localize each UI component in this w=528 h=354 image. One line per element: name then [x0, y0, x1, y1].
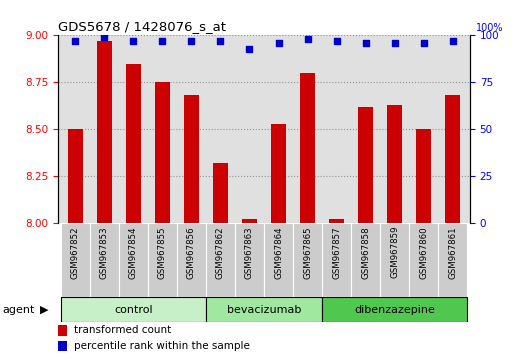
- Point: [246, 46, 254, 51]
- Bar: [90, 223, 119, 297]
- Bar: [206, 297, 322, 322]
- Bar: [177, 223, 206, 297]
- Point: [71, 38, 80, 44]
- Text: agent: agent: [3, 305, 35, 315]
- Text: 100%: 100%: [476, 23, 503, 33]
- Bar: [155, 82, 169, 354]
- Bar: [300, 73, 315, 354]
- Point: [100, 34, 109, 40]
- Bar: [293, 223, 322, 297]
- Bar: [213, 163, 228, 354]
- Text: bevacizumab: bevacizumab: [227, 305, 301, 315]
- Text: GSM967864: GSM967864: [274, 226, 283, 279]
- Text: GSM967863: GSM967863: [245, 226, 254, 279]
- Bar: [206, 223, 235, 297]
- Text: GSM967862: GSM967862: [216, 226, 225, 279]
- Bar: [416, 129, 431, 354]
- Bar: [58, 341, 67, 352]
- Bar: [438, 223, 467, 297]
- Bar: [322, 223, 351, 297]
- Bar: [329, 219, 344, 354]
- Text: GSM967858: GSM967858: [361, 226, 370, 279]
- Bar: [380, 223, 409, 297]
- Bar: [184, 96, 199, 354]
- Bar: [271, 124, 286, 354]
- Bar: [58, 325, 67, 336]
- Bar: [242, 219, 257, 354]
- Bar: [322, 297, 467, 322]
- Text: GSM967855: GSM967855: [158, 226, 167, 279]
- Text: GSM967861: GSM967861: [448, 226, 457, 279]
- Text: GSM967859: GSM967859: [390, 226, 399, 279]
- Text: transformed count: transformed count: [74, 325, 171, 336]
- Point: [448, 38, 457, 44]
- Bar: [264, 223, 293, 297]
- Text: GDS5678 / 1428076_s_at: GDS5678 / 1428076_s_at: [58, 20, 226, 33]
- Point: [187, 38, 196, 44]
- Text: ▶: ▶: [40, 305, 48, 315]
- Text: GSM967857: GSM967857: [332, 226, 341, 279]
- Point: [390, 40, 399, 46]
- Point: [419, 40, 428, 46]
- Bar: [68, 129, 83, 354]
- Bar: [97, 41, 112, 354]
- Text: dibenzazepine: dibenzazepine: [354, 305, 435, 315]
- Text: GSM967860: GSM967860: [419, 226, 428, 279]
- Text: GSM967856: GSM967856: [187, 226, 196, 279]
- Bar: [126, 64, 141, 354]
- Point: [303, 36, 312, 42]
- Text: GSM967852: GSM967852: [71, 226, 80, 279]
- Point: [158, 38, 167, 44]
- Bar: [445, 96, 460, 354]
- Point: [332, 38, 341, 44]
- Bar: [61, 297, 206, 322]
- Point: [216, 38, 225, 44]
- Bar: [387, 105, 402, 354]
- Bar: [235, 223, 264, 297]
- Point: [129, 38, 138, 44]
- Text: control: control: [114, 305, 153, 315]
- Bar: [359, 107, 373, 354]
- Text: GSM967854: GSM967854: [129, 226, 138, 279]
- Bar: [351, 223, 380, 297]
- Bar: [61, 223, 90, 297]
- Text: percentile rank within the sample: percentile rank within the sample: [74, 341, 250, 352]
- Bar: [119, 223, 148, 297]
- Point: [274, 40, 282, 46]
- Point: [361, 40, 370, 46]
- Text: GSM967865: GSM967865: [303, 226, 312, 279]
- Bar: [148, 223, 177, 297]
- Text: GSM967853: GSM967853: [100, 226, 109, 279]
- Bar: [409, 223, 438, 297]
